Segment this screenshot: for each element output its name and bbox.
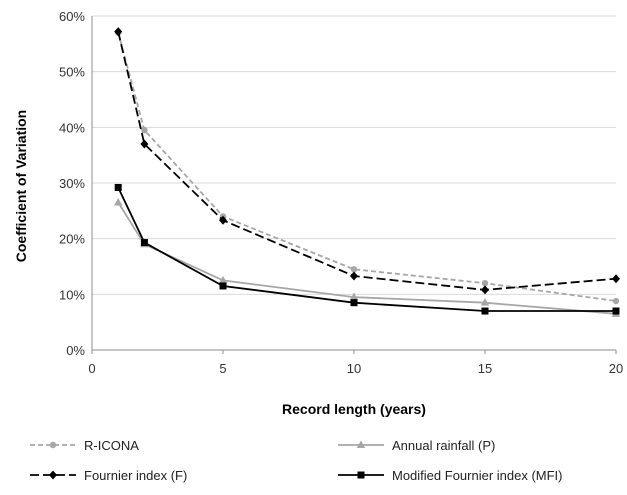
y-tick-label: 60% xyxy=(59,9,85,24)
series-line xyxy=(117,202,617,315)
data-point xyxy=(612,274,620,284)
y-tick-label: 50% xyxy=(59,65,85,80)
data-point xyxy=(114,27,123,37)
y-tick-label: 20% xyxy=(59,232,85,247)
data-point xyxy=(481,285,489,295)
series-line xyxy=(117,31,617,291)
series-line xyxy=(117,187,616,312)
series-line xyxy=(117,32,617,302)
data-point xyxy=(140,139,149,149)
y-tick-label: 40% xyxy=(59,120,85,135)
x-axis-tick-labels: 0 5 10 15 20 xyxy=(88,350,623,376)
legend-swatch-marker xyxy=(357,471,365,479)
series-modified-fournier-index-mfi xyxy=(114,183,620,315)
data-point xyxy=(219,215,227,225)
legend-item: Fournier index (F) xyxy=(30,468,187,483)
x-tick-label: 10 xyxy=(347,361,361,376)
legend-item: Modified Fournier index (MFI) xyxy=(338,468,563,483)
legend: R-ICONA Annual rainfall (P) Fournier index… xyxy=(30,438,563,483)
x-tick-label: 0 xyxy=(88,361,95,376)
data-point xyxy=(140,239,148,247)
y-axis-title: Coefficient of Variation xyxy=(13,110,29,262)
y-axis-tick-labels: 0% 10% 20% 30% 40% 50% 60% xyxy=(59,9,85,358)
gridlines xyxy=(92,15,616,351)
legend-label: R-ICONA xyxy=(84,438,139,453)
data-point xyxy=(481,280,489,287)
series-annual-rainfall-p xyxy=(114,197,621,317)
legend-swatch-marker xyxy=(49,470,57,480)
series-r-icona xyxy=(115,29,620,305)
data-point xyxy=(114,197,123,206)
x-tick-label: 20 xyxy=(609,361,623,376)
data-point xyxy=(350,299,358,307)
data-point xyxy=(218,275,228,284)
data-point xyxy=(350,271,358,281)
legend-swatch-marker xyxy=(356,440,366,448)
data-point xyxy=(480,298,490,306)
y-tick-label: 0% xyxy=(66,343,85,358)
data-point xyxy=(612,297,620,305)
legend-label: Annual rainfall (P) xyxy=(392,438,495,453)
x-axis-title: Record length (years) xyxy=(282,401,426,417)
legend-swatch-marker xyxy=(49,441,57,449)
y-tick-label: 30% xyxy=(59,176,85,191)
x-tick-label: 5 xyxy=(219,361,226,376)
legend-item: R-ICONA xyxy=(30,438,139,453)
data-point xyxy=(350,266,358,273)
data-point xyxy=(481,307,489,315)
data-point xyxy=(141,126,148,134)
legend-label: Modified Fournier index (MFI) xyxy=(392,468,563,483)
series-layer xyxy=(114,27,621,317)
data-point xyxy=(114,183,122,191)
data-point xyxy=(349,292,359,301)
data-point xyxy=(612,307,620,315)
y-tick-label: 10% xyxy=(59,287,85,302)
x-tick-label: 15 xyxy=(478,361,492,376)
legend-item: Annual rainfall (P) xyxy=(338,438,495,453)
series-fournier-index-f xyxy=(114,27,620,295)
legend-label: Fournier index (F) xyxy=(84,468,187,483)
data-point xyxy=(219,282,227,290)
